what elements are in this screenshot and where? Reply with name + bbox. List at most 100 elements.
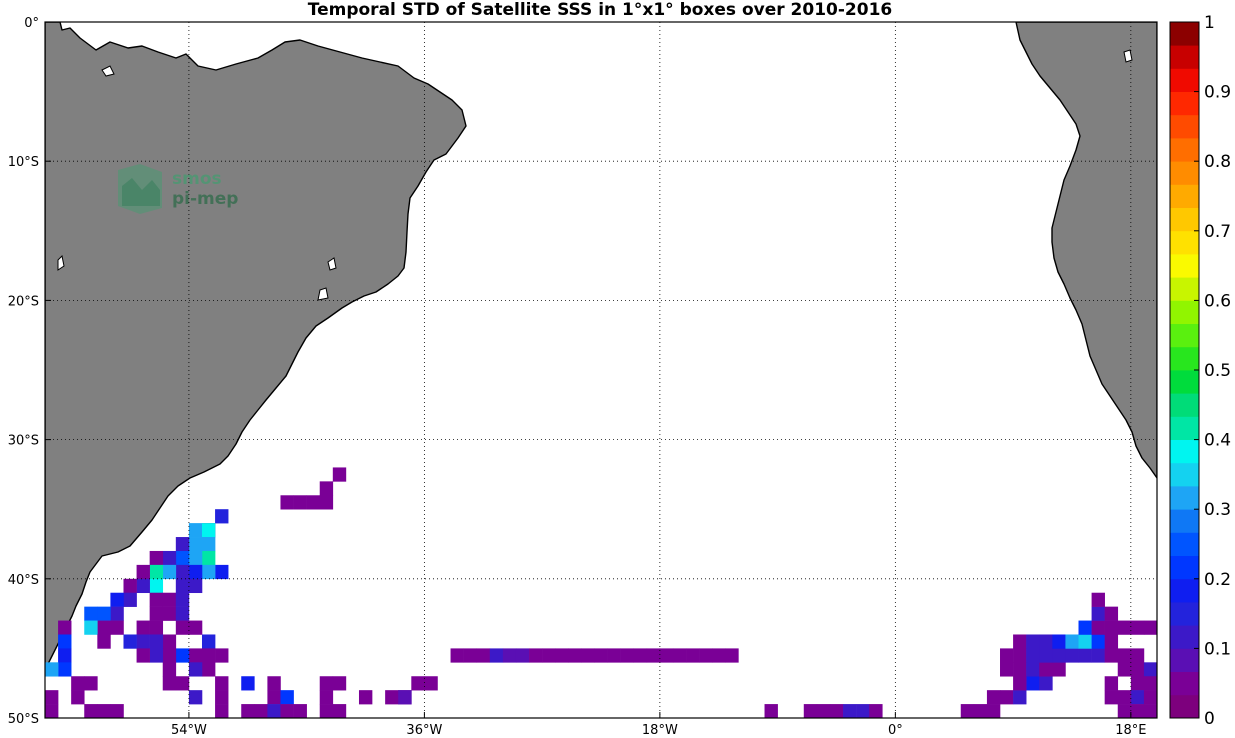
smos-logo: smos pi-mep — [118, 164, 238, 214]
std-cell — [110, 620, 124, 635]
std-cell — [1117, 704, 1132, 718]
colorbar-segment — [1170, 416, 1199, 440]
colorbar-segment — [1170, 91, 1199, 116]
std-cell — [1104, 648, 1119, 663]
std-cell — [188, 537, 203, 552]
std-cell — [58, 634, 72, 649]
std-cell — [581, 648, 595, 663]
std-cell — [1078, 634, 1092, 649]
plot-frame — [44, 21, 1158, 719]
std-cell — [1065, 634, 1079, 649]
std-cell — [672, 648, 687, 663]
std-cell — [1026, 662, 1040, 677]
std-cell — [254, 704, 268, 718]
std-cell — [149, 648, 164, 663]
std-cell — [175, 564, 190, 580]
colorbar: 0 0.1 0.2 0.3 0.4 0.5 0.6 0.7 0.8 0.9 1 — [1169, 13, 1231, 729]
colorbar-segment — [1170, 370, 1199, 394]
std-cell — [332, 676, 347, 691]
std-cell — [725, 648, 739, 663]
x-tick-label: 36°W — [406, 723, 442, 738]
std-cell — [1091, 620, 1105, 635]
std-cell — [149, 620, 164, 635]
colorbar-segment — [1170, 532, 1199, 556]
colorbar-segment — [1170, 393, 1199, 417]
std-cell — [280, 495, 294, 510]
std-cell — [136, 620, 150, 635]
std-cell — [162, 648, 177, 663]
std-cell — [1091, 634, 1105, 649]
std-cell — [1157, 634, 1170, 648]
std-cell — [1104, 620, 1119, 635]
std-cell — [1026, 676, 1040, 691]
std-cell — [267, 676, 281, 691]
std-cell — [45, 704, 59, 718]
std-cell — [110, 592, 124, 607]
std-cell — [175, 606, 190, 621]
y-tick-label: 10°S — [8, 155, 39, 170]
std-cell — [162, 550, 177, 566]
std-cell — [830, 718, 843, 732]
std-cell — [84, 620, 98, 635]
std-cell — [188, 578, 203, 594]
std-cell — [97, 606, 111, 621]
x-tick-label: 18°E — [1115, 723, 1146, 738]
std-cell — [555, 648, 569, 663]
colorbar-segment — [1170, 602, 1199, 626]
std-cell — [1157, 648, 1170, 662]
land-south-america — [45, 22, 467, 671]
std-cell — [856, 704, 870, 718]
std-cell — [175, 648, 190, 663]
coastal-islands — [57, 49, 1133, 301]
std-cell — [1143, 704, 1157, 718]
std-cell — [319, 704, 334, 718]
std-cell — [594, 648, 608, 663]
x-tick-label: 54°W — [171, 723, 207, 738]
std-cell — [71, 676, 85, 691]
std-cell — [162, 676, 177, 691]
std-cell — [84, 704, 98, 718]
colorbar-tick-label: 0.5 — [1204, 361, 1231, 381]
std-cell — [136, 564, 150, 580]
std-cell — [1026, 648, 1040, 663]
std-cell — [1013, 662, 1027, 677]
std-cell — [201, 648, 216, 663]
std-cell — [1091, 648, 1105, 663]
std-cell — [1157, 621, 1170, 635]
std-cell — [84, 676, 98, 691]
std-cell — [267, 690, 281, 705]
std-cell — [201, 634, 216, 649]
colorbar-segment — [1170, 323, 1199, 348]
colorbar-segment — [1170, 22, 1199, 46]
std-cell — [765, 718, 778, 732]
std-cell — [162, 662, 177, 677]
land-africa — [1015, 22, 1157, 479]
colorbar-segment — [1170, 578, 1199, 603]
colorbar-segment — [1170, 694, 1199, 719]
colorbar-tick-label: 0.9 — [1204, 83, 1231, 103]
std-cell — [188, 550, 203, 566]
std-cell — [149, 606, 164, 621]
std-cell — [712, 648, 726, 663]
std-cell — [1157, 676, 1170, 690]
std-cell — [803, 704, 818, 718]
y-tick-label: 40°S — [8, 573, 39, 588]
std-cell — [1013, 690, 1027, 705]
std-cell — [58, 662, 72, 677]
std-cell — [175, 550, 190, 566]
colorbar-segment — [1170, 138, 1199, 162]
std-cell — [1130, 648, 1145, 663]
std-cell — [1039, 676, 1053, 691]
std-cell — [149, 578, 164, 594]
std-cell — [1013, 648, 1027, 663]
y-tick-label: 50°S — [8, 712, 39, 727]
std-cell — [1130, 704, 1145, 718]
std-cell — [319, 495, 334, 510]
std-cell — [659, 648, 674, 663]
std-cell — [162, 606, 177, 621]
colorbar-segment — [1170, 230, 1199, 255]
std-cell — [123, 578, 137, 594]
std-cell — [607, 648, 621, 663]
std-cell — [215, 704, 229, 718]
std-cell — [201, 523, 216, 538]
